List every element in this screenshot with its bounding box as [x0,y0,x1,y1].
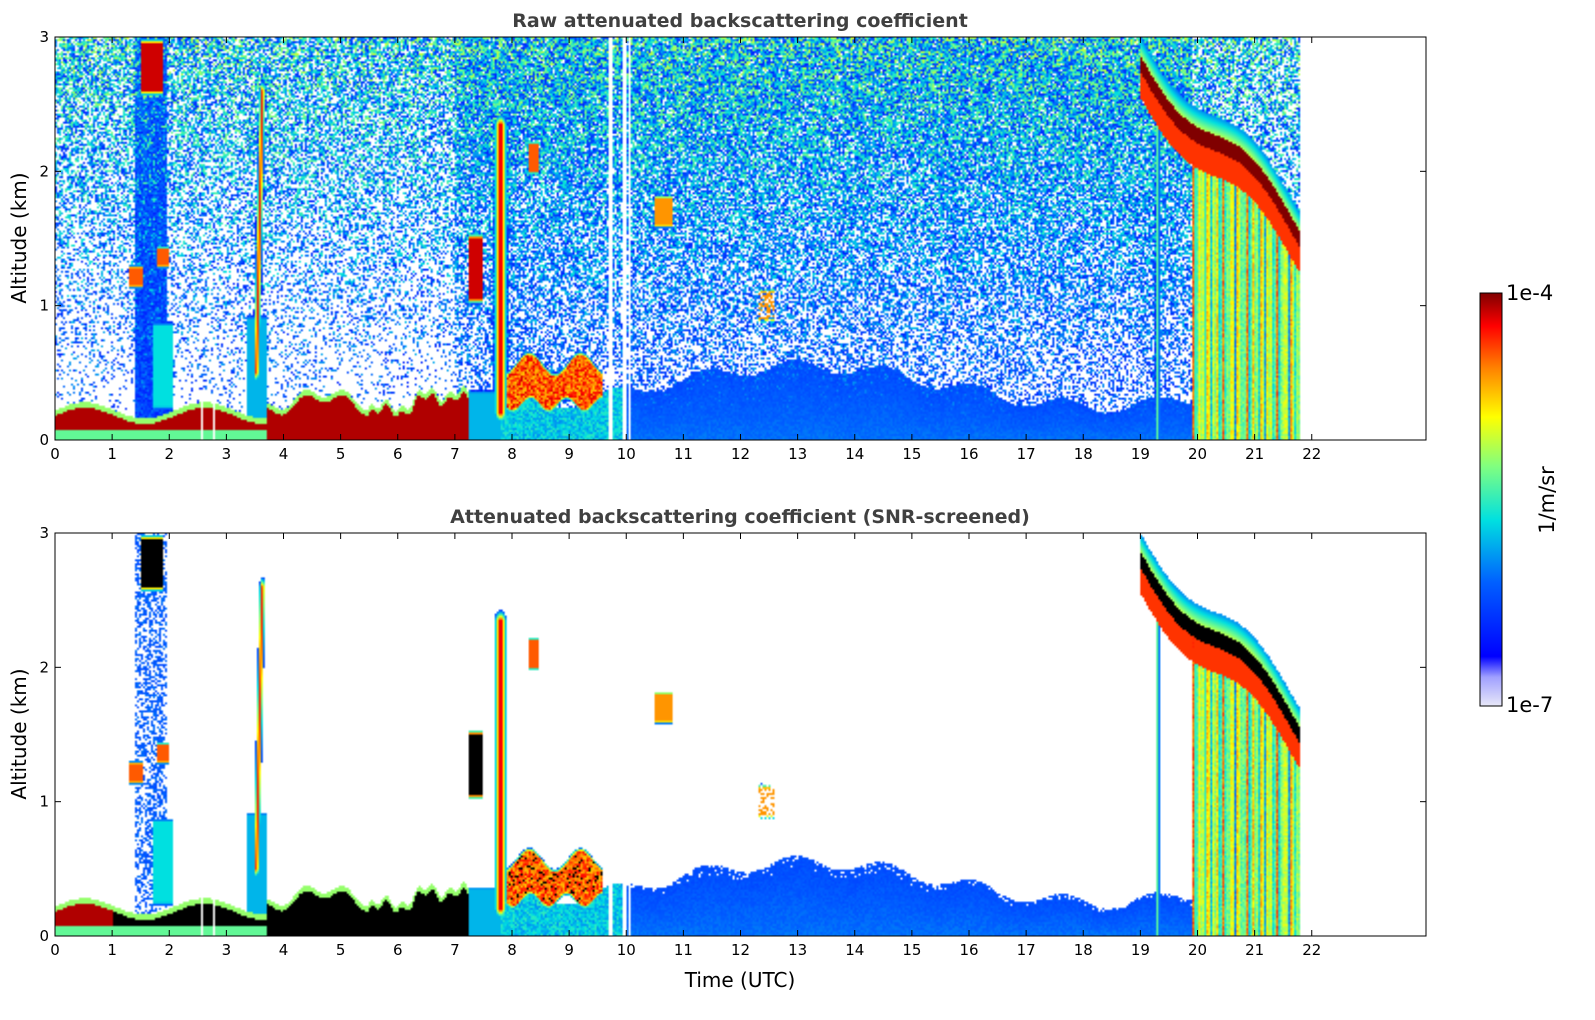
colorbar-min-label: 1e-7 [1506,693,1553,717]
x-tick-label: 10 [617,445,636,463]
panel-raw: Raw attenuated backscattering coefficien… [7,10,1427,463]
x-tick-label: 5 [336,445,346,463]
panel-raw-ylabel: Altitude (km) [7,172,31,303]
x-tick-label: 12 [731,941,750,959]
x-tick-label: 8 [507,445,517,463]
x-tick-label: 4 [279,941,289,959]
x-tick-label: 21 [1245,941,1264,959]
x-tick-label: 18 [1074,445,1093,463]
x-tick-label: 0 [50,445,60,463]
colorbar: 1e-4 1e-7 1/m/sr [1479,281,1559,717]
x-tick-label: 3 [222,941,232,959]
x-tick-label: 13 [788,445,807,463]
x-tick-label: 12 [731,445,750,463]
x-tick-label: 15 [902,941,921,959]
x-tick-label: 14 [845,445,864,463]
y-tick-label: 0 [39,927,49,945]
panel-screened-heatmap [55,533,1426,936]
x-tick-label: 17 [1017,445,1036,463]
panel-screened: Attenuated backscattering coefficient (S… [7,506,1427,992]
x-tick-label: 1 [107,941,117,959]
x-tick-label: 9 [564,941,574,959]
y-tick-label: 3 [39,28,49,46]
y-tick-label: 2 [39,162,49,180]
panel-raw-title: Raw attenuated backscattering coefficien… [512,10,968,32]
x-tick-label: 11 [674,445,693,463]
x-tick-label: 6 [393,445,403,463]
x-tick-label: 16 [959,941,978,959]
x-tick-label: 0 [50,941,60,959]
x-tick-label: 6 [393,941,403,959]
panel-raw-heatmap [55,37,1426,440]
y-tick-label: 2 [39,658,49,676]
x-tick-label: 4 [279,445,289,463]
x-tick-label: 13 [788,941,807,959]
y-tick-label: 1 [39,297,49,315]
x-tick-label: 9 [564,445,574,463]
x-tick-label: 20 [1188,445,1207,463]
x-tick-label: 18 [1074,941,1093,959]
x-tick-label: 11 [674,941,693,959]
colorbar-gradient [1479,292,1503,707]
x-tick-label: 2 [164,941,174,959]
y-tick-label: 3 [39,524,49,542]
x-tick-label: 2 [164,445,174,463]
panel-raw-plot [54,36,1427,441]
x-tick-label: 22 [1302,445,1321,463]
x-tick-label: 16 [959,445,978,463]
x-tick-label: 15 [902,445,921,463]
x-tick-label: 20 [1188,941,1207,959]
x-tick-label: 5 [336,941,346,959]
x-tick-label: 21 [1245,445,1264,463]
x-tick-label: 22 [1302,941,1321,959]
x-tick-label: 10 [617,941,636,959]
colorbar-unit-label: 1/m/sr [1535,466,1559,534]
panel-screened-title: Attenuated backscattering coefficient (S… [450,506,1030,528]
x-tick-label: 19 [1131,445,1150,463]
x-tick-label: 17 [1017,941,1036,959]
colorbar-max-label: 1e-4 [1506,281,1553,305]
panel-screened-xlabel: Time (UTC) [684,968,796,992]
x-tick-label: 1 [107,445,117,463]
panel-screened-plot [54,532,1427,937]
y-tick-label: 0 [39,431,49,449]
y-tick-label: 1 [39,793,49,811]
x-tick-label: 7 [450,941,460,959]
x-tick-label: 7 [450,445,460,463]
x-tick-label: 8 [507,941,517,959]
x-tick-label: 19 [1131,941,1150,959]
x-tick-label: 14 [845,941,864,959]
x-tick-label: 3 [222,445,232,463]
panel-screened-ylabel: Altitude (km) [7,668,31,799]
